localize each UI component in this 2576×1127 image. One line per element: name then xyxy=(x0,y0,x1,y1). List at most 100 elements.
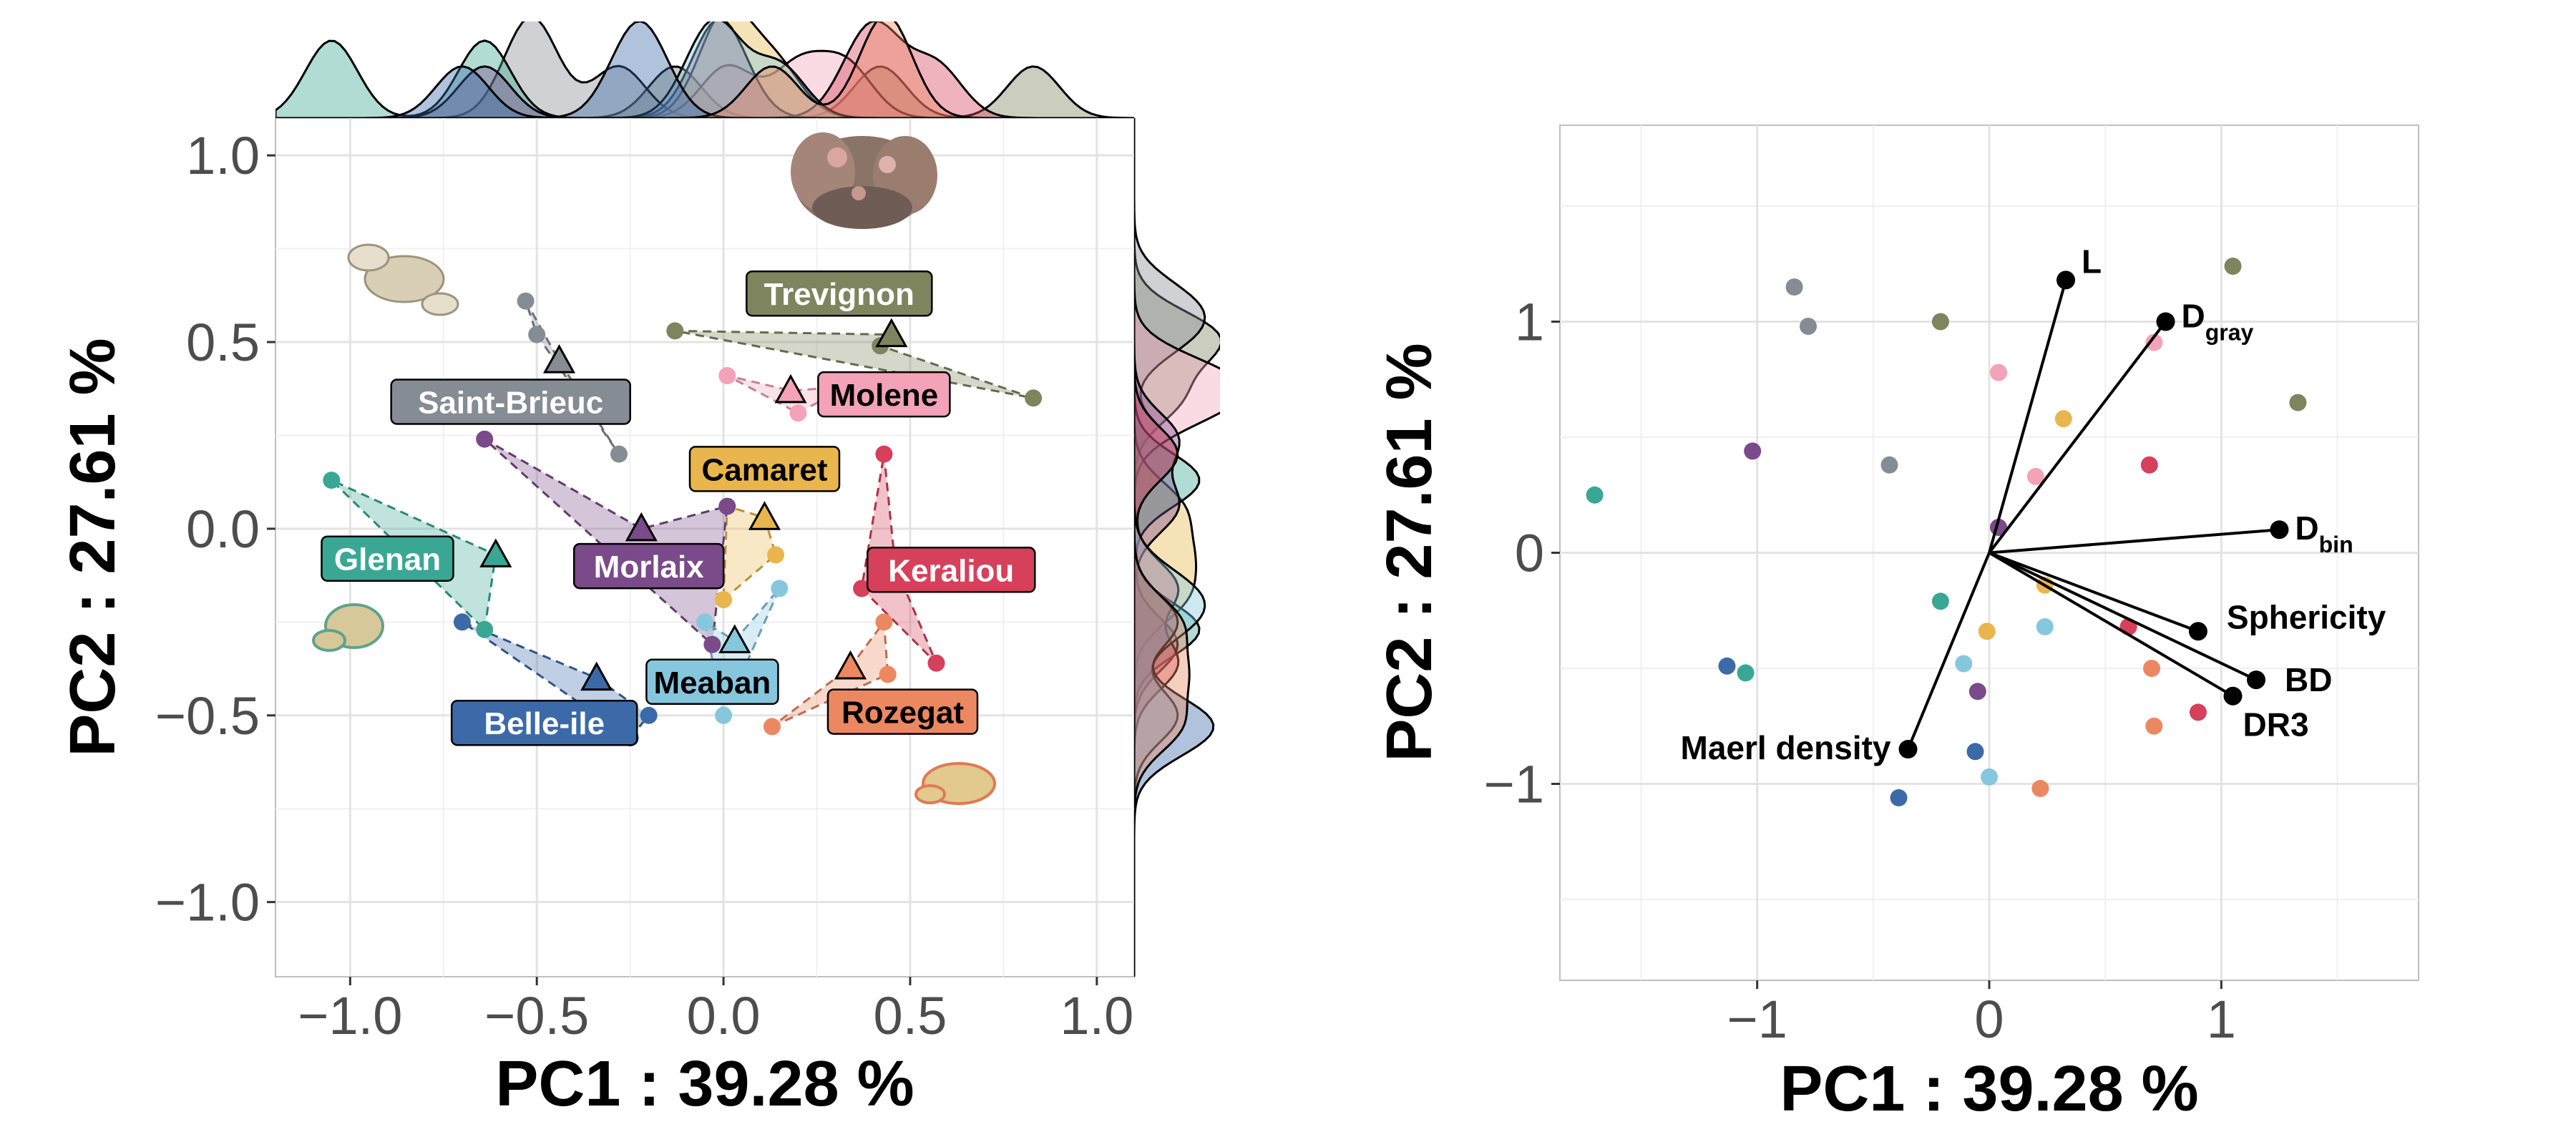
y-tick-label: −1 xyxy=(1484,754,1544,814)
x-tick-label: 1 xyxy=(2207,990,2236,1049)
point-rozegat xyxy=(879,665,897,683)
maerl-specimen-image-glenan xyxy=(312,603,384,652)
point-camaret xyxy=(2054,410,2072,428)
point-trevignon xyxy=(2224,258,2242,275)
point-keraliou xyxy=(2140,456,2158,474)
right-y-ticks: −1 0 1 xyxy=(1484,293,1560,814)
site-label-saint-brieuc: Saint-Brieuc xyxy=(418,386,603,421)
x-tick-label: −1 xyxy=(1727,990,1787,1049)
site-label-morlaix: Morlaix xyxy=(594,550,705,585)
y-tick-label: 0.0 xyxy=(186,499,260,559)
loading-end-maerl-density xyxy=(1898,740,1918,758)
site-label-box-meaban xyxy=(645,658,779,706)
left-x-ticks: −1.0 −0.5 0.0 0.5 1.0 xyxy=(298,977,1133,1045)
centroid-molene xyxy=(774,374,807,404)
point-glenan xyxy=(323,472,341,489)
loading-label-bd: BD xyxy=(2285,661,2332,698)
loading-line-dr3 xyxy=(1988,551,2234,698)
point-meaban xyxy=(1981,768,1998,786)
loading-end-d-bin xyxy=(2270,520,2289,540)
point-keraliou xyxy=(875,445,893,463)
site-label-glenan: Glenan xyxy=(334,542,441,577)
point-trevignon xyxy=(666,322,684,340)
point-molene xyxy=(2145,333,2163,351)
point-morlaix xyxy=(703,635,721,653)
loading-label-l: L xyxy=(2082,243,2102,280)
y-tick-label: 0.5 xyxy=(186,313,260,372)
point-rozegat xyxy=(2145,717,2163,735)
loading-label-sphericity: Sphericity xyxy=(2227,598,2386,635)
site-label-molene: Molene xyxy=(830,378,939,413)
point-rozegat xyxy=(2143,660,2160,677)
x-tick-label: 0.5 xyxy=(874,986,947,1045)
site-label-box-camaret xyxy=(688,446,841,492)
right-x-ticks: −1 0 1 xyxy=(1727,980,2236,1049)
point-meaban xyxy=(696,613,713,631)
point-meaban xyxy=(2036,618,2054,635)
point-meaban xyxy=(715,706,733,724)
right-marginal-density xyxy=(1134,118,1220,977)
point-saint-brieuc xyxy=(610,445,628,463)
centroid-morlaix xyxy=(625,512,658,542)
density-right-glenan xyxy=(1134,118,1201,977)
left-panel: Trevignon Saint-Brieuc Molene Camaret Glenan… xyxy=(57,21,1220,1120)
x-tick-label: 1.0 xyxy=(1060,986,1133,1045)
density-top-trevignon xyxy=(275,65,1134,118)
density-top-meaban xyxy=(275,21,1134,118)
right-x-axis-title: PC1 : 39.28 % xyxy=(1780,1053,2198,1125)
point-keraliou xyxy=(2189,703,2207,721)
point-molene xyxy=(718,367,736,384)
site-label-box-trevignon xyxy=(746,270,933,317)
top-marginal-density xyxy=(275,21,1134,118)
site-label-box-morlaix xyxy=(572,542,725,590)
x-tick-label: −0.5 xyxy=(484,986,589,1045)
point-glenan xyxy=(1931,592,1949,610)
point-rozegat xyxy=(875,613,893,631)
point-glenan xyxy=(1586,486,1604,504)
density-right-camaret xyxy=(1134,118,1197,977)
right-y-axis-title: PC2 : 27.61 % xyxy=(1374,343,1445,761)
point-morlaix xyxy=(718,497,736,515)
site-label-box-glenan xyxy=(321,535,454,582)
point-molene xyxy=(789,404,807,422)
point-saint-brieuc xyxy=(517,292,535,310)
point-belle-ile xyxy=(640,706,658,724)
site-label-keraliou: Keraliou xyxy=(888,553,1014,588)
density-top-belle-ile xyxy=(275,21,1134,118)
site-label-box-rozegat xyxy=(826,688,979,735)
site-label-camaret: Camaret xyxy=(701,452,827,487)
left-labels: Trevignon Saint-Brieuc Molene Camaret Glenan… xyxy=(321,270,1036,746)
loading-line-d-bin xyxy=(1989,528,2280,555)
y-tick-label: −0.5 xyxy=(155,686,260,746)
centroid-camaret xyxy=(748,501,781,530)
loading-end-sphericity xyxy=(2188,622,2207,641)
point-belle-ile xyxy=(1890,789,1908,806)
density-right-rozegat xyxy=(1134,118,1191,977)
point-morlaix xyxy=(1968,683,1986,701)
loading-line-maerl-density xyxy=(1906,552,1991,750)
centroid-saint-brieuc xyxy=(542,344,576,374)
x-tick-label: −1.0 xyxy=(298,986,402,1045)
density-top-camaret xyxy=(275,21,1134,118)
maerl-specimen-image-top xyxy=(791,132,937,229)
right-grid xyxy=(1560,125,2419,980)
centroid-meaban xyxy=(718,624,751,653)
left-x-axis-title: PC1 : 39.28 % xyxy=(495,1048,914,1120)
loading-end-d-gray xyxy=(2156,312,2175,331)
point-meaban xyxy=(771,580,789,597)
density-right-morlaix xyxy=(1134,118,1181,977)
maerl-specimen-image-rozegat xyxy=(914,762,996,805)
x-tick-label: 0.0 xyxy=(687,986,761,1045)
point-keraliou xyxy=(853,580,871,597)
point-saint-brieuc xyxy=(1800,318,1817,335)
loading-label-maerl-density: Maerl density xyxy=(1681,729,1891,766)
loading-end-l xyxy=(2057,270,2075,290)
site-label-belle-ile: Belle-ile xyxy=(484,706,605,741)
point-morlaix xyxy=(476,430,494,448)
left-y-axis-title: PC2 : 27.61 % xyxy=(57,338,129,756)
centroid-trevignon xyxy=(875,318,908,348)
x-tick-label: 0 xyxy=(1974,990,2004,1049)
site-label-box-keraliou xyxy=(867,547,1036,593)
